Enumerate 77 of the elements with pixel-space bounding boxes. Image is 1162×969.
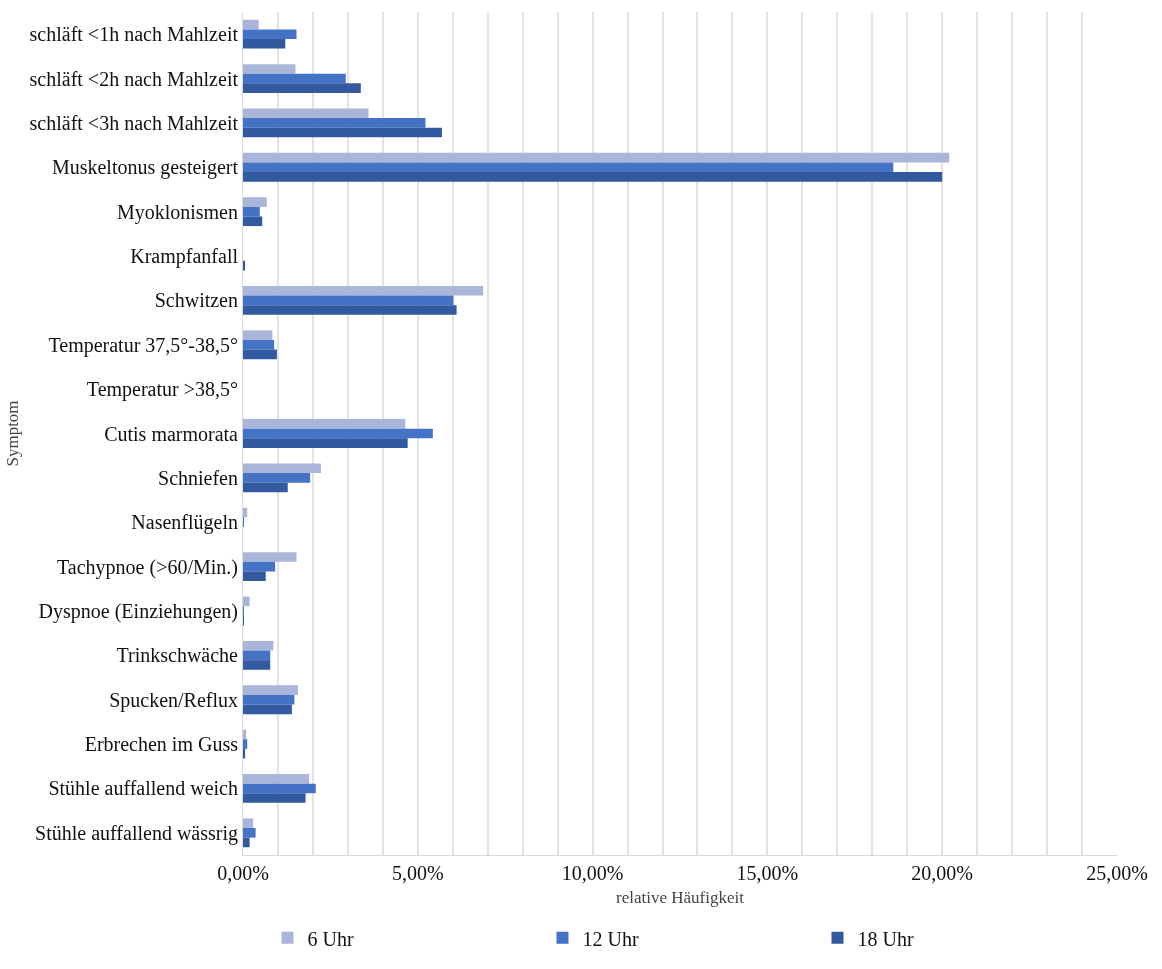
bar <box>243 428 433 439</box>
bar <box>243 29 297 39</box>
bar <box>243 216 263 227</box>
bar <box>243 596 250 607</box>
bar <box>243 507 248 518</box>
bar <box>243 828 256 838</box>
y-tick-label: Trinkschwäche <box>116 644 239 667</box>
bar <box>243 463 321 474</box>
bar <box>243 38 286 49</box>
y-tick-label: schläft <1h nach Mahlzeit <box>29 23 239 46</box>
x-tick-label: 25,00% <box>1086 862 1148 884</box>
legend-label: 6 Uhr <box>307 927 354 950</box>
bar <box>243 83 361 93</box>
bar <box>243 818 254 829</box>
y-tick-label: Stühle auffallend weich <box>48 777 238 800</box>
bar <box>243 73 346 84</box>
y-tick-label: schläft <3h nach Mahlzeit <box>29 111 239 134</box>
bar <box>243 837 250 848</box>
bar <box>243 305 457 315</box>
y-tick-label: Temperatur >38,5° <box>86 378 238 402</box>
bar <box>243 704 292 715</box>
bar <box>243 793 306 803</box>
bar <box>243 206 260 217</box>
bar <box>243 561 276 572</box>
bar <box>243 152 950 163</box>
bar <box>243 330 273 340</box>
legend-label: 18 Uhr <box>857 927 914 950</box>
bar <box>243 285 484 296</box>
bar <box>243 473 311 483</box>
x-tick-label: 0,00% <box>217 862 269 884</box>
bar <box>243 552 297 562</box>
legend-label: 12 Uhr <box>582 927 639 950</box>
bar <box>243 172 943 182</box>
bar <box>243 162 894 173</box>
y-tick-label: Nasenflügeln <box>131 511 238 535</box>
bar <box>243 19 259 30</box>
bar <box>243 571 266 582</box>
y-tick-label: Cutis marmorata <box>104 422 239 445</box>
y-axis-title: Symptom <box>3 400 23 467</box>
y-tick-label: Schwitzen <box>154 289 238 312</box>
y-tick-label: Krampfanfall <box>130 245 239 269</box>
x-tick-label: 5,00% <box>391 862 444 884</box>
y-tick-label: Stühle auffallend wässrig <box>35 821 238 845</box>
bar <box>243 438 408 448</box>
y-tick-label: Tachypnoe (>60/Min.) <box>57 555 238 579</box>
x-tick-label: 10,00% <box>561 862 624 884</box>
bar <box>243 108 369 119</box>
bar <box>243 127 442 138</box>
bar <box>243 774 310 784</box>
y-tick-label: Temperatur 37,5°-38,5° <box>48 333 238 357</box>
y-tick-label: Erbrechen im Guss <box>84 733 239 756</box>
x-axis-title: relative Häufigkeit <box>616 888 745 908</box>
y-tick-label: Myoklonismen <box>116 200 238 224</box>
y-tick-label: Dyspnoe (Einziehungen) <box>38 599 238 623</box>
bar <box>243 748 246 759</box>
bar <box>243 729 247 740</box>
bar <box>243 197 267 207</box>
bar <box>243 739 248 749</box>
bar <box>243 118 426 128</box>
bar <box>243 64 296 74</box>
x-tick-label: 20,00% <box>911 862 974 884</box>
y-tick-label: Schniefen <box>158 466 238 489</box>
bar <box>243 295 454 306</box>
bar <box>243 660 271 670</box>
bar <box>243 694 295 705</box>
x-tick-label: 15,00% <box>736 862 799 884</box>
bar <box>243 419 406 429</box>
bar <box>243 685 298 695</box>
y-tick-label: Spucken/Reflux <box>109 688 238 712</box>
bar <box>243 482 288 493</box>
bar <box>243 783 316 794</box>
bar <box>243 650 271 661</box>
bar <box>243 640 274 651</box>
bar <box>243 349 277 360</box>
bar <box>243 339 275 350</box>
y-tick-label: schläft <2h nach Mahlzeit <box>29 67 239 90</box>
y-tick-label: Muskeltonus gesteigert <box>51 156 239 180</box>
